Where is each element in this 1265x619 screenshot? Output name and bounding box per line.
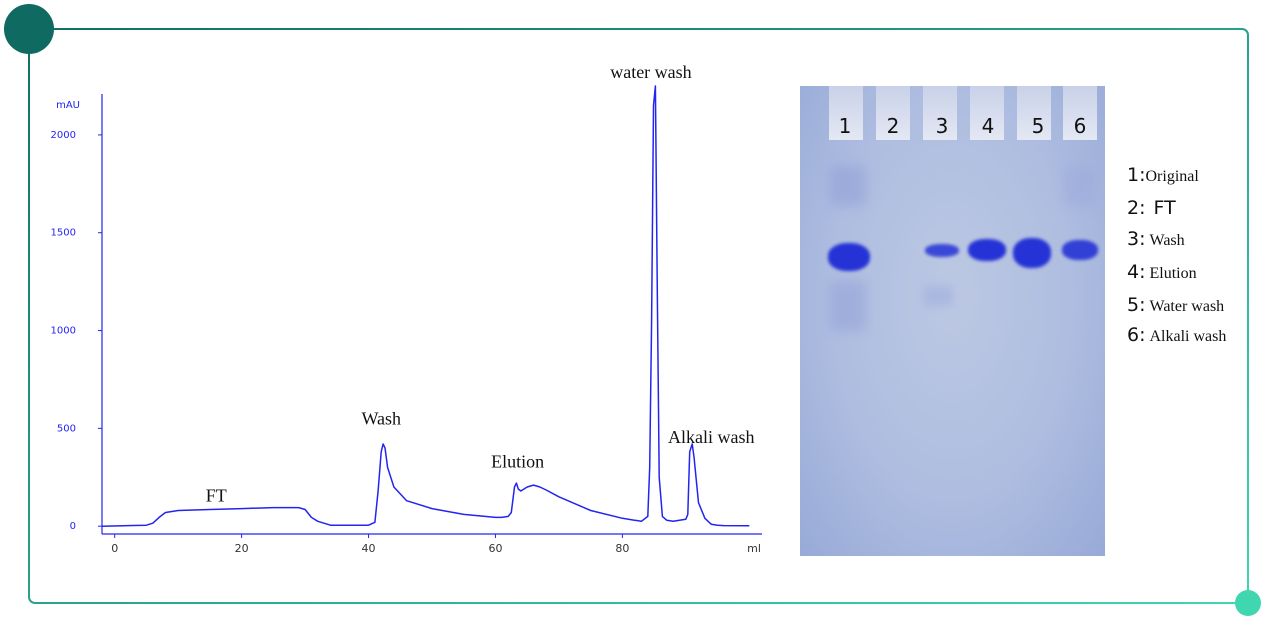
peak-annotation: FT [206,486,227,506]
x-tick-label: 60 [488,542,502,555]
gel-smear [830,281,866,331]
gel-well [1017,86,1051,140]
legend-item: 1:Original [1127,164,1199,186]
gel-lane-number: 3 [935,114,949,138]
gel-lane-number: 1 [838,114,852,138]
gel-well [829,86,863,140]
legend-item: 3: Wash [1127,228,1185,250]
chromatogram-chart: 0 500 1000 1500 2000 0 20 40 60 80 mAU ml FT Wash Elut… [51,62,762,555]
frame-dot-bottom-right [1235,590,1261,616]
peak-annotation: Elution [491,451,544,471]
peak-annotation: water wash [610,62,691,82]
gel-smear [830,166,866,206]
x-tick-label: 20 [235,542,249,555]
legend-item: 6: Alkali wash [1127,324,1227,346]
gel-lane-number: 5 [1031,114,1045,138]
gel-smear [1064,166,1096,206]
gel-band-lane-3 [925,244,959,257]
x-axis-label: ml [747,542,761,555]
gel-band-lane-5 [1013,238,1051,268]
gel-well [923,86,957,140]
gel-well [970,86,1004,140]
legend-item: 4: Elution [1127,261,1197,283]
x-tick-label: 40 [362,542,376,555]
gel-well [1063,86,1097,140]
y-tick-label: 500 [57,423,76,434]
legend-item: 2: FT [1127,197,1176,219]
frame-dot-top-left [4,4,54,54]
peak-annotation: Wash [361,408,401,428]
sds-page-gel: 1 2 3 4 5 6 [800,86,1105,556]
y-tick-label: 1500 [51,228,76,239]
gel-lane-number: 4 [981,114,995,138]
gel-lane-number: 6 [1073,114,1087,138]
gel-lane-number: 2 [886,114,900,138]
y-tick-label: 0 [70,521,76,532]
peak-annotation: Alkali wash [668,427,754,447]
y-tick-label: 1000 [51,326,76,337]
gel-band-lane-1 [828,243,870,271]
x-tick-label: 0 [111,542,118,555]
gel-band-lane-4 [968,239,1006,261]
x-tick-label: 80 [615,542,629,555]
y-axis-label: mAU [56,100,80,111]
gel-well [876,86,910,140]
legend-item: 5: Water wash [1127,294,1225,316]
y-tick-label: 2000 [51,130,76,141]
gel-smear [923,286,953,306]
chromatogram-trace [101,85,750,527]
gel-band-lane-6 [1062,240,1098,260]
